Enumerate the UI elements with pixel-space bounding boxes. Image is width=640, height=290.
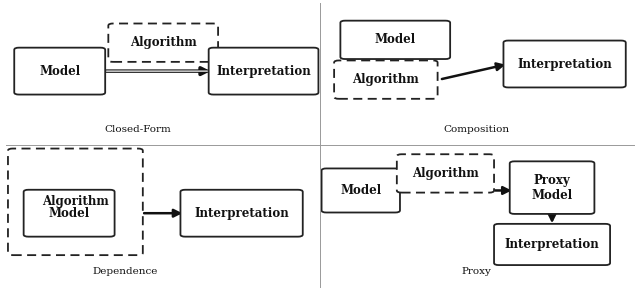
Text: Dependence: Dependence [93, 267, 158, 276]
Text: Model: Model [49, 207, 90, 220]
FancyBboxPatch shape [334, 60, 438, 99]
Text: Proxy
Model: Proxy Model [531, 174, 573, 202]
Text: Proxy: Proxy [462, 267, 492, 276]
Text: Algorithm: Algorithm [130, 36, 196, 49]
Text: Algorithm: Algorithm [353, 73, 419, 86]
FancyBboxPatch shape [24, 190, 115, 237]
FancyBboxPatch shape [8, 148, 143, 255]
FancyBboxPatch shape [180, 190, 303, 237]
FancyBboxPatch shape [504, 41, 626, 88]
Text: Algorithm: Algorithm [412, 167, 479, 180]
FancyBboxPatch shape [321, 168, 400, 213]
Text: Model: Model [340, 184, 381, 197]
Text: Closed-Form: Closed-Form [105, 125, 172, 134]
Text: Interpretation: Interpretation [216, 65, 311, 78]
FancyBboxPatch shape [108, 23, 218, 62]
Text: Interpretation: Interpretation [517, 57, 612, 70]
FancyBboxPatch shape [494, 224, 610, 265]
FancyBboxPatch shape [509, 161, 595, 214]
FancyBboxPatch shape [209, 48, 319, 95]
Text: Interpretation: Interpretation [505, 238, 600, 251]
Text: Composition: Composition [444, 125, 510, 134]
Text: Interpretation: Interpretation [194, 207, 289, 220]
Text: Model: Model [39, 65, 80, 78]
Text: Model: Model [374, 33, 416, 46]
FancyBboxPatch shape [14, 48, 105, 95]
FancyBboxPatch shape [397, 154, 494, 193]
FancyBboxPatch shape [340, 21, 450, 59]
Text: Algorithm: Algorithm [42, 195, 109, 208]
